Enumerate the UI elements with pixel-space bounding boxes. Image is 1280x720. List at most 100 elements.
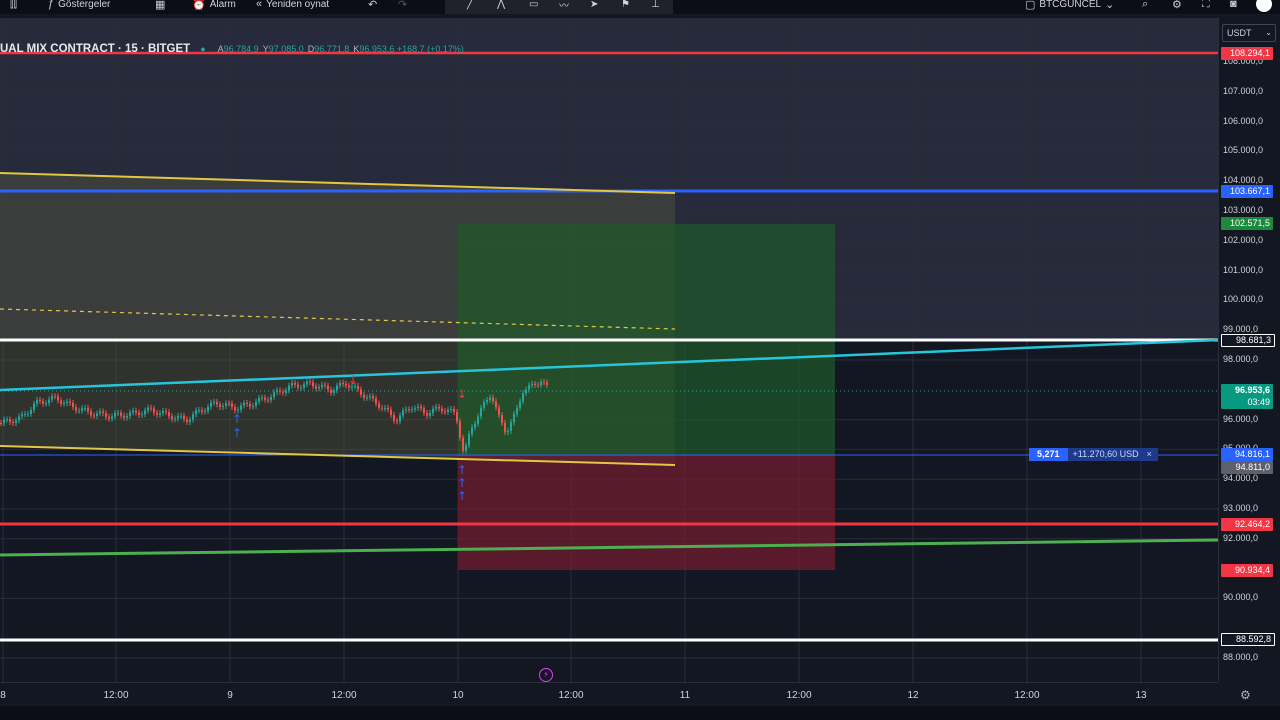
- candle-body: [477, 416, 479, 424]
- candle-body: [390, 409, 392, 415]
- candle-body: [93, 415, 95, 417]
- candle-body: [159, 413, 161, 415]
- candle-body: [519, 401, 521, 408]
- candle-body: [405, 409, 407, 411]
- price-tick-label: 99.000,0: [1223, 324, 1259, 335]
- undo-button[interactable]: ↶: [368, 0, 377, 11]
- candle-body: [396, 420, 398, 422]
- layout-name: BTCGUNCEL: [1039, 0, 1102, 10]
- price-chip-98681: 98.681,3: [1221, 334, 1275, 347]
- candle-body: [147, 407, 149, 411]
- time-tick-label: 9: [227, 690, 233, 701]
- time-axis[interactable]: 8 12:00 9 12:00 10 12:00 11 12:00 12 12:00 13: [0, 682, 1218, 707]
- pitchfork-tool-icon[interactable]: ⋀: [497, 0, 506, 10]
- price-tick-label: 105.000,0: [1223, 145, 1264, 156]
- price-chip-88592: 88.592,8: [1221, 633, 1275, 646]
- candle-body: [492, 397, 494, 402]
- search-button[interactable]: ⌕: [1142, 0, 1148, 11]
- position-badge[interactable]: 5,271 +11.270,60 USD ×: [1029, 448, 1158, 461]
- candle-body: [177, 415, 179, 419]
- currency-unit-select[interactable]: USDT ⌄: [1222, 24, 1276, 42]
- candle-body: [309, 381, 311, 383]
- redo-button[interactable]: ↷: [398, 0, 407, 11]
- price-tick-label: 96.000,0: [1223, 413, 1259, 424]
- candle-body: [348, 385, 350, 388]
- teal-trend-line[interactable]: [0, 338, 1218, 392]
- candle-body: [219, 404, 221, 407]
- green-trend-line[interactable]: [0, 538, 1218, 557]
- time-tick-label: 12:00: [558, 690, 584, 701]
- alarm-button[interactable]: ⏰ Alarm: [192, 0, 236, 11]
- candle-body: [27, 413, 29, 415]
- candle-body: [312, 382, 314, 387]
- fullscreen-icon: ⛶: [1202, 0, 1210, 10]
- candle-body: [180, 415, 182, 417]
- candle-body: [426, 413, 428, 416]
- fullscreen-button[interactable]: ⛶: [1202, 0, 1210, 11]
- symbol-title[interactable]: UAL MIX CONTRACT · 15 · BITGET: [0, 43, 191, 55]
- candle-body: [324, 384, 326, 386]
- avatar[interactable]: [1256, 0, 1272, 12]
- brush-tool-icon[interactable]: 〰: [559, 0, 569, 12]
- snapshot-button[interactable]: ◙: [1230, 0, 1237, 11]
- candle-body: [495, 401, 497, 408]
- candle-body: [540, 381, 542, 386]
- channel-upper-line[interactable]: [0, 172, 676, 194]
- price-tick-label: 100.000,0: [1223, 294, 1264, 305]
- indicators-icon: ƒ: [48, 0, 55, 10]
- candle-body: [144, 410, 146, 415]
- arrow-tool-icon[interactable]: ➤: [590, 0, 599, 10]
- signal-markers: ↑ ↑ ↓ ↓ ↑ ↑ ↑: [232, 373, 467, 503]
- candle-body: [357, 386, 359, 390]
- candle-body: [123, 415, 125, 418]
- chart-type-button[interactable]: ⫿⫿: [10, 0, 17, 11]
- countdown-chip: 03:49: [1221, 396, 1273, 409]
- candle-body: [432, 408, 434, 413]
- candle-body: [294, 382, 296, 385]
- candle-body: [393, 414, 395, 421]
- price-chart[interactable]: ↑ ↑ ↓ ↓ ↑ ↑ ↑: [0, 18, 1218, 682]
- price-tick-label: 94.000,0: [1223, 473, 1259, 484]
- candle-body: [18, 416, 20, 421]
- candle-body: [81, 408, 83, 411]
- chevron-down-icon: ⌄: [1105, 0, 1115, 11]
- candle-body: [105, 413, 107, 417]
- price-tick-label: 98.000,0: [1223, 354, 1259, 364]
- rectangle-tool-icon[interactable]: ▭: [529, 0, 539, 10]
- replay-button[interactable]: « Yeniden oynat: [256, 0, 329, 11]
- measure-tool-icon[interactable]: ⊥: [651, 0, 660, 10]
- channel-lower-line[interactable]: [0, 445, 676, 466]
- flag-tool-icon[interactable]: ⚑: [621, 0, 630, 10]
- candle-body: [525, 389, 527, 393]
- trendline-tool-icon[interactable]: ╱: [467, 0, 474, 10]
- lightning-icon[interactable]: ⚡: [539, 668, 553, 682]
- indicators-button[interactable]: ƒ Göstergeler: [48, 0, 110, 11]
- candle-body: [483, 402, 485, 408]
- candle-body: [486, 399, 488, 403]
- candle-body: [192, 414, 194, 420]
- price-chip-94816: 94.816,1: [1221, 448, 1273, 461]
- candle-body: [471, 427, 473, 434]
- alarm-clock-icon: ⏰: [192, 0, 206, 11]
- settings-button[interactable]: ⚙: [1172, 0, 1182, 11]
- candle-body: [129, 412, 131, 417]
- time-tick-label: 12:00: [103, 690, 129, 701]
- candle-body: [234, 406, 236, 411]
- candle-body: [39, 399, 41, 402]
- camera-icon: ◙: [1230, 0, 1237, 10]
- candle-body: [240, 405, 242, 410]
- layouts-button[interactable]: ▦: [155, 0, 165, 11]
- layout-name-button[interactable]: ▢ BTCGUNCEL ⌄: [1025, 0, 1114, 11]
- layout-grid-icon: ▦: [155, 0, 166, 11]
- candle-body: [543, 381, 545, 383]
- candle-body: [57, 396, 59, 401]
- price-axis[interactable]: USDT ⌄ 108.000,0 107.000,0 106.000,0 105.00…: [1218, 18, 1280, 682]
- candle-body: [96, 413, 98, 417]
- price-chip-103667: 103.667,1: [1221, 185, 1273, 198]
- price-chip-108294: 108.294,1: [1221, 47, 1273, 60]
- candle-body: [423, 408, 425, 414]
- axis-settings-icon[interactable]: ⚙: [1240, 688, 1251, 702]
- channel-mid-line[interactable]: [0, 308, 676, 330]
- position-close-button[interactable]: ×: [1143, 448, 1158, 461]
- chart-pane[interactable]: ↑ ↑ ↓ ↓ ↑ ↑ ↑ UAL MIX CONTRACT · 15 · BI…: [0, 18, 1218, 682]
